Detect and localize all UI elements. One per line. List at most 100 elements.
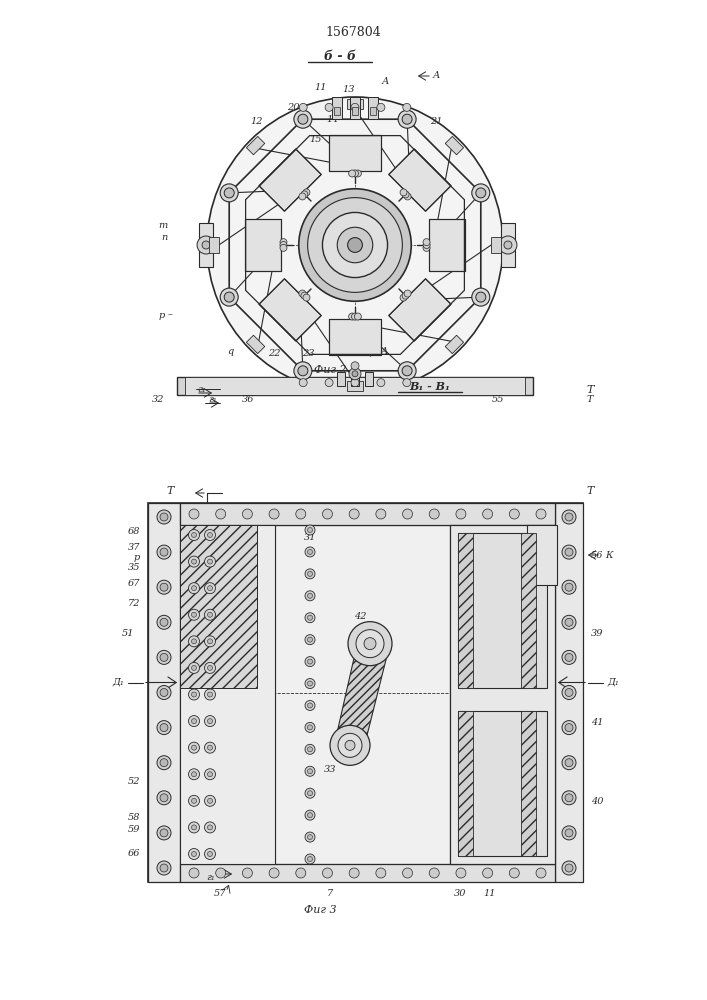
Text: В₁ - В₁: В₁ - В₁ [409, 381, 450, 392]
Circle shape [308, 681, 312, 686]
Circle shape [305, 854, 315, 864]
Circle shape [204, 848, 216, 859]
Circle shape [456, 868, 466, 878]
Polygon shape [445, 136, 464, 155]
Text: m: m [159, 222, 168, 231]
Circle shape [308, 571, 312, 576]
Ellipse shape [207, 97, 503, 393]
Circle shape [423, 244, 430, 251]
Circle shape [403, 379, 411, 387]
Circle shape [204, 742, 216, 753]
Text: Фиг 2: Фиг 2 [314, 365, 346, 375]
Circle shape [160, 513, 168, 521]
Circle shape [189, 636, 199, 647]
Text: 32: 32 [152, 395, 165, 404]
Circle shape [308, 835, 312, 840]
Circle shape [207, 559, 213, 564]
Circle shape [456, 509, 466, 519]
Circle shape [204, 822, 216, 833]
Circle shape [337, 227, 373, 263]
Bar [180, 525, 257, 688]
Circle shape [305, 657, 315, 667]
Polygon shape [246, 136, 265, 155]
Circle shape [308, 813, 312, 818]
Polygon shape [389, 279, 451, 341]
Circle shape [160, 829, 168, 837]
Circle shape [160, 759, 168, 767]
Circle shape [202, 241, 210, 249]
Circle shape [204, 636, 216, 647]
Circle shape [160, 618, 168, 626]
Circle shape [325, 379, 333, 387]
Circle shape [562, 756, 576, 770]
Text: 59: 59 [127, 826, 140, 834]
Text: 1567804: 1567804 [325, 26, 381, 39]
Circle shape [305, 635, 315, 645]
Circle shape [192, 825, 197, 830]
Circle shape [192, 586, 197, 591]
Circle shape [189, 583, 199, 594]
Text: 20: 20 [287, 104, 299, 112]
Circle shape [308, 659, 312, 664]
Text: р: р [134, 552, 140, 562]
Circle shape [280, 239, 287, 246]
Circle shape [157, 615, 171, 629]
Circle shape [189, 795, 199, 806]
Circle shape [349, 313, 356, 320]
Circle shape [189, 716, 199, 727]
Circle shape [280, 241, 287, 248]
Text: 1: 1 [387, 240, 393, 249]
Circle shape [562, 650, 576, 664]
Circle shape [562, 615, 576, 629]
Circle shape [349, 509, 359, 519]
Circle shape [157, 580, 171, 594]
Circle shape [349, 868, 359, 878]
Circle shape [305, 700, 315, 710]
Text: 52: 52 [127, 778, 140, 786]
Circle shape [189, 742, 199, 753]
Circle shape [536, 868, 546, 878]
Circle shape [220, 288, 238, 306]
Polygon shape [428, 219, 464, 271]
Bar [351, 372, 359, 386]
Text: Т: Т [586, 486, 594, 496]
Circle shape [204, 769, 216, 780]
Circle shape [160, 688, 168, 696]
Circle shape [504, 241, 512, 249]
Circle shape [509, 509, 520, 519]
Bar [180, 864, 555, 882]
Circle shape [345, 740, 355, 750]
Bar [199, 223, 213, 267]
Circle shape [351, 362, 359, 370]
Bar [148, 503, 583, 882]
Circle shape [348, 622, 392, 666]
Circle shape [305, 832, 315, 842]
Circle shape [305, 591, 315, 601]
Circle shape [308, 637, 312, 642]
Circle shape [243, 509, 252, 519]
Text: 37: 37 [127, 544, 140, 552]
Circle shape [364, 638, 376, 650]
Circle shape [562, 861, 576, 875]
Circle shape [305, 788, 315, 798]
Circle shape [207, 612, 213, 617]
Polygon shape [347, 99, 363, 109]
Circle shape [472, 184, 490, 202]
Text: 15: 15 [310, 135, 322, 144]
Circle shape [509, 868, 520, 878]
Polygon shape [209, 237, 219, 253]
Text: Д₁: Д₁ [607, 678, 619, 687]
Circle shape [207, 825, 213, 830]
Text: 31: 31 [304, 534, 316, 542]
Circle shape [303, 189, 310, 196]
Text: 14: 14 [327, 115, 339, 124]
Text: 30: 30 [454, 890, 466, 898]
Circle shape [299, 193, 306, 200]
Circle shape [322, 212, 387, 278]
Circle shape [296, 509, 305, 519]
Circle shape [476, 188, 486, 198]
Circle shape [157, 861, 171, 875]
Circle shape [322, 509, 332, 519]
Circle shape [377, 379, 385, 387]
Bar [334, 107, 340, 115]
